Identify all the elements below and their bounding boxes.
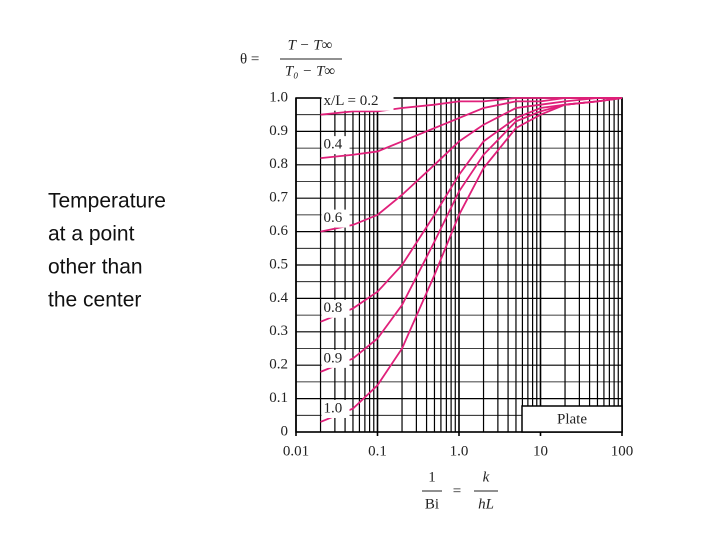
y-tick-label: 0.5 [269, 256, 288, 272]
xlabel-right-numerator: k [483, 469, 490, 485]
label-bg [321, 92, 394, 111]
curve [320, 97, 622, 160]
y-tick-label: 0.9 [269, 123, 288, 139]
xlabel-denominator: Bi [425, 496, 439, 512]
series-label: 0.9 [324, 350, 343, 366]
curve [320, 97, 623, 373]
x-tick-label: 0.01 [283, 443, 309, 459]
y-tick-label: 0.1 [269, 390, 288, 406]
label-bg [321, 209, 350, 228]
theta-label: θ = [240, 51, 259, 67]
curve [320, 97, 623, 423]
plot-frame [295, 97, 623, 433]
series-label: 1.0 [324, 400, 343, 416]
y-tick-label: 0.7 [269, 190, 288, 206]
series-label: 0.6 [324, 210, 343, 226]
x-tick-label: 1.0 [450, 443, 469, 459]
y-tick-label: 1.0 [269, 89, 288, 105]
xlabel-numerator: 1 [428, 469, 436, 485]
side-text: at a point [48, 223, 135, 246]
label-bg [321, 299, 350, 318]
theta-numerator: T − T∞ [288, 37, 333, 53]
side-text: other than [48, 256, 143, 279]
label-bg [321, 136, 350, 155]
annotation: Plate [557, 411, 587, 427]
y-tick-label: 0.2 [269, 357, 288, 373]
label-bg [321, 399, 350, 418]
x-tick-label: 0.1 [368, 443, 387, 459]
side-text: Temperature [48, 190, 166, 213]
y-tick-label: 0.4 [269, 290, 288, 306]
side-text: the center [48, 289, 141, 312]
y-tick-label: 0.6 [269, 223, 288, 239]
xlabel-right-denominator: hL [478, 496, 494, 512]
series-label: 0.4 [324, 137, 343, 153]
y-tick-label: 0.8 [269, 156, 288, 172]
x-tick-label: 10 [533, 443, 548, 459]
y-tick-label: 0.3 [269, 323, 288, 339]
curve [320, 97, 622, 233]
series-label: x/L = 0.2 [324, 93, 379, 109]
series-label: 0.8 [324, 300, 343, 316]
annotation-box [521, 405, 623, 433]
label-bg [321, 349, 350, 368]
x-tick-label: 100 [611, 443, 634, 459]
xlabel-equals: = [453, 483, 461, 499]
theta-denominator: T₀ − T∞ [285, 63, 336, 79]
y-tick-label: 0 [281, 423, 289, 439]
